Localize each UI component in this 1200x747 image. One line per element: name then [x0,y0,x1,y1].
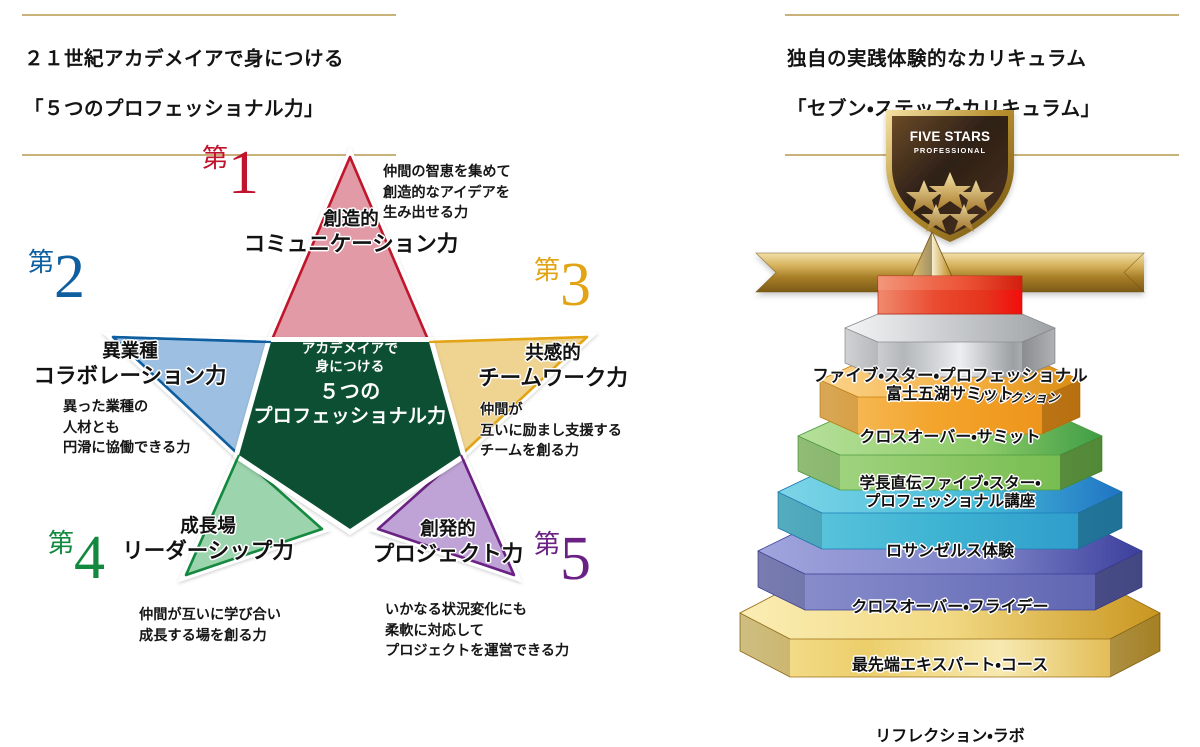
point-title-4-line-1: 成長場 [180,515,236,536]
point-title-4: 成長場 リーダーシップ力 [110,515,306,564]
rank-number-5: 5 [560,525,591,593]
rank-number-4: 4 [74,524,105,592]
five-professional-powers-panel: ２１世紀アカデメイアで身につける 「５つのプロフェッショナル力」 [0,14,700,720]
left-title-line-2: 「５つのプロフェッショナル力」 [24,97,325,120]
point-title-1-line-1: 創造的 [323,208,379,229]
point-desc-4: 仲間が互いに学び合い 成長する場を創る力 [139,607,281,644]
point-title-2-line-1: 異業種 [102,340,158,361]
point-title-3: 共感的 チームワーク力 [458,342,648,391]
point-desc-2: 異った業種の 人材とも 円滑に協働できる力 [63,399,191,457]
point-title-3-line-1: 共感的 [525,342,581,363]
rank-label-2: 第2 [28,243,85,311]
right-title-line-1: 独自の実践体験的なカリキュラム [787,47,1087,70]
rank-label-3: 第3 [534,251,591,319]
point-title-1: 創造的 コミュニケーション力 [233,208,469,257]
rank-kanji-3: 第 [534,256,561,285]
rank-label-1: 第1 [202,139,259,207]
rank-number-3: 3 [560,251,591,319]
point-title-5-line-1: 創発的 [420,518,476,539]
seven-step-curriculum-panel: 独自の実践体験的なカリキュラム 「セブン・ステップ・カリキュラム」 [700,0,1200,745]
pyramid-svg [739,110,1161,678]
point-title-2-line-2: コラボレーション力 [33,363,227,388]
left-title-line-1: ２１世紀アカデメイアで身につける [24,47,345,70]
rank-kanji-4: 第 [48,529,75,558]
rank-number-2: 2 [54,243,85,311]
point-title-5: 創発的 プロジェクト力 [355,518,541,567]
five-stars-badge [886,110,1014,242]
point-desc-5: いかなる状況変化にも 柔軟に対応して プロジェクトを運営できる力 [385,602,570,660]
point-title-5-line-2: プロジェクト力 [372,541,524,566]
reflection-arrow-label: リフレクション [972,391,1060,405]
rank-label-4: 第4 [48,524,105,592]
point-desc-1: 仲間の智恵を集めて 創造的なアイデアを 生み出せる力 [383,164,511,222]
pyramid-diagram: FIVE STARS PROFESSIONAL ファイブ・スター・プロフェッショ… [700,100,1200,745]
point-title-2: 異業種 コラボレーション力 [25,340,235,389]
rank-kanji-2: 第 [28,248,55,277]
rank-kanji-1: 第 [202,144,229,173]
rank-number-1: 1 [228,139,259,207]
star-center-text: アカデメイアで 身につける ５つの プロフェッショナル力 [250,340,450,430]
star-diagram-svg [101,145,599,583]
pyramid-step-7-label: リフレクション・ラボ [875,728,1025,745]
star-point-3 [423,332,599,464]
rank-kanji-5: 第 [534,530,561,559]
star-outline [112,335,588,576]
star-center-pentagon [233,337,467,536]
banner-label: ファイブ・スター・プロフェッショナル [812,367,1088,385]
center-small-line-2: 身につける [315,359,385,375]
star-diagram: アカデメイアで 身につける ５つの プロフェッショナル力 第1 第2 第3 第4… [0,100,700,720]
right-section-title: 独自の実践体験的なカリキュラム 「セブン・ステップ・カリキュラム」 [785,14,1179,156]
pyramid-step-2 [844,313,1056,378]
left-section-title: ２１世紀アカデメイアで身につける 「５つのプロフェッショナル力」 [22,14,396,156]
rank-label-5: 第5 [534,525,591,593]
right-title-line-2: 「セブン・ステップ・カリキュラム」 [787,97,1101,120]
center-big-line-2: プロフェッショナル力 [253,406,447,428]
point-desc-3: 仲間が 互いに励まし支援する チームを創る力 [480,402,622,460]
center-big-line-1: ５つの [319,381,381,404]
point-title-1-line-2: コミュニケーション力 [243,231,459,256]
point-title-3-line-2: チームワーク力 [478,365,628,390]
point-title-4-line-2: リーダーシップ力 [122,538,294,563]
pyramid-step-1 [877,275,1023,315]
center-small-line-1: アカデメイアで [301,341,399,356]
badge-stars [906,172,994,232]
